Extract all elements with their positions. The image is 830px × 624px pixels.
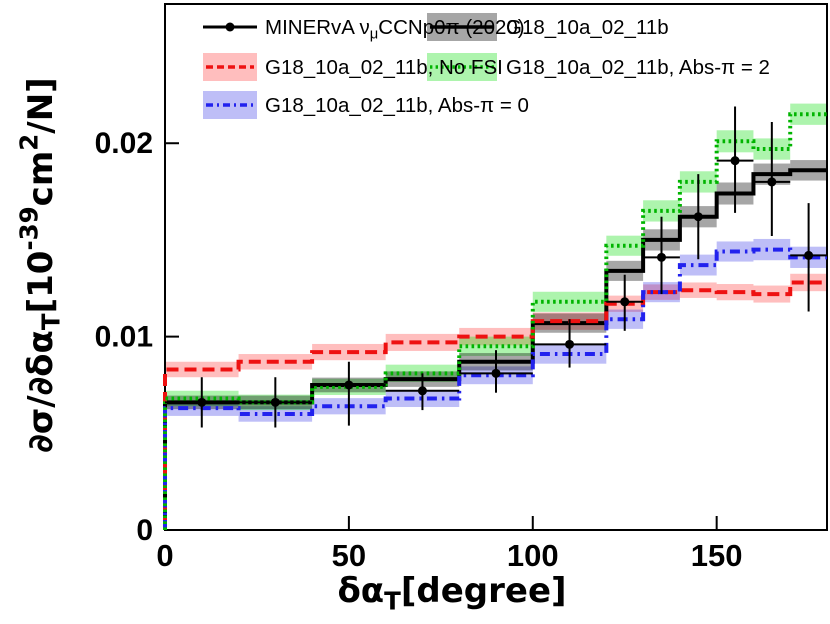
y-tick-label: 0 [136, 514, 153, 547]
data-point [491, 368, 501, 378]
data-points [165, 106, 827, 428]
data-point [344, 380, 354, 390]
x-tick-label: 100 [507, 538, 559, 573]
legend [203, 13, 497, 119]
x-axis-title: δαT[degree] [337, 571, 566, 615]
g18-prediction-line [163, 168, 827, 530]
legend-label-g18: G18_10a_02_11b [506, 16, 669, 39]
data-point [804, 250, 814, 260]
data-point [657, 252, 666, 262]
y-tick-label: 0.01 [95, 321, 153, 354]
x-tick-label: 0 [156, 538, 173, 573]
g18_abspi0-prediction-line [163, 247, 827, 530]
legend-marker-g18_abspi2-band [427, 53, 497, 81]
legend-entry-g18_nofsi [203, 53, 257, 81]
legend-entry-g18 [427, 13, 497, 41]
data-point [767, 177, 777, 187]
legend-entry-data [203, 22, 257, 32]
legend-label-g18_nofsi: G18_10a_02_11b, No FSI [265, 56, 503, 79]
legend-entry-g18_abspi0 [203, 91, 257, 119]
legend-entry-g18_abspi2 [427, 53, 497, 81]
data-point [730, 156, 740, 166]
x-tick-label: 150 [691, 538, 743, 573]
data-point [565, 339, 575, 349]
data-point [620, 297, 630, 307]
data-point [693, 212, 703, 222]
x-tick-label: 50 [332, 538, 366, 573]
g18_abspi2-prediction-line [163, 112, 827, 530]
data-point [197, 397, 207, 407]
legend-marker-data-point [225, 22, 235, 32]
y-axis-title: ∂σ/∂δαT[10-39cm2/N] [15, 77, 66, 452]
legend-label-g18_abspi0: G18_10a_02_11b, Abs-π = 0 [265, 94, 529, 117]
plot-frame [164, 3, 828, 531]
y-tick-label: 0.02 [95, 127, 153, 160]
data-point [270, 397, 280, 407]
data-point [417, 386, 427, 396]
legend-label-g18_abspi2: G18_10a_02_11b, Abs-π = 2 [506, 56, 770, 79]
legend-label-data: MINERvA νμCCNp0π (2020) [265, 16, 525, 43]
